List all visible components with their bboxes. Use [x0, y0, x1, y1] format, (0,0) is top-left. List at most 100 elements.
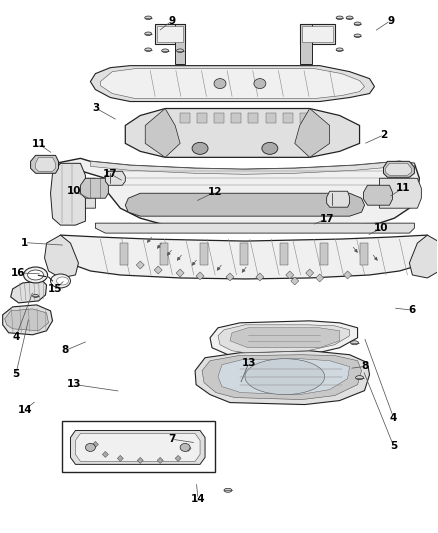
- Polygon shape: [180, 114, 190, 124]
- Polygon shape: [300, 114, 310, 124]
- Polygon shape: [265, 114, 276, 124]
- Text: 8: 8: [62, 345, 69, 356]
- Ellipse shape: [356, 376, 364, 379]
- Polygon shape: [202, 355, 361, 400]
- Polygon shape: [136, 261, 144, 269]
- Polygon shape: [316, 274, 324, 282]
- Polygon shape: [214, 114, 224, 124]
- Text: 5: 5: [12, 369, 20, 379]
- Polygon shape: [125, 193, 364, 216]
- Ellipse shape: [262, 142, 278, 155]
- Polygon shape: [175, 455, 181, 462]
- Polygon shape: [90, 66, 374, 101]
- Text: 10: 10: [374, 223, 389, 233]
- Polygon shape: [75, 433, 200, 462]
- Polygon shape: [327, 191, 350, 207]
- Polygon shape: [102, 451, 108, 457]
- Polygon shape: [384, 161, 414, 177]
- Ellipse shape: [224, 488, 232, 492]
- Polygon shape: [379, 178, 421, 208]
- Text: 5: 5: [390, 441, 397, 451]
- Polygon shape: [117, 455, 124, 462]
- Polygon shape: [57, 235, 431, 279]
- Ellipse shape: [50, 274, 71, 288]
- Polygon shape: [364, 185, 392, 205]
- Polygon shape: [185, 446, 191, 451]
- Polygon shape: [56, 158, 419, 227]
- Ellipse shape: [192, 142, 208, 155]
- Text: 12: 12: [207, 187, 222, 197]
- Polygon shape: [63, 421, 215, 472]
- Polygon shape: [5, 309, 49, 331]
- Polygon shape: [286, 271, 294, 279]
- Polygon shape: [291, 277, 299, 285]
- Text: 2: 2: [381, 130, 388, 140]
- Ellipse shape: [180, 443, 190, 451]
- Text: 14: 14: [191, 494, 205, 504]
- Polygon shape: [210, 321, 357, 358]
- Text: 1: 1: [21, 238, 28, 248]
- Polygon shape: [197, 114, 207, 124]
- Text: 6: 6: [408, 305, 416, 315]
- Text: 9: 9: [169, 15, 176, 26]
- Ellipse shape: [85, 443, 95, 451]
- Polygon shape: [157, 457, 163, 463]
- Text: 16: 16: [11, 268, 25, 278]
- Ellipse shape: [32, 294, 39, 297]
- Polygon shape: [157, 26, 183, 42]
- Polygon shape: [410, 235, 438, 278]
- Ellipse shape: [346, 16, 353, 20]
- Polygon shape: [45, 235, 78, 278]
- Text: 8: 8: [362, 361, 369, 372]
- Polygon shape: [154, 266, 162, 274]
- Ellipse shape: [162, 49, 169, 52]
- Polygon shape: [81, 178, 108, 198]
- Polygon shape: [155, 24, 185, 44]
- Polygon shape: [176, 269, 184, 277]
- Polygon shape: [31, 155, 59, 173]
- Ellipse shape: [145, 32, 152, 36]
- Polygon shape: [343, 271, 352, 279]
- Ellipse shape: [177, 49, 184, 52]
- Polygon shape: [280, 243, 288, 265]
- Polygon shape: [248, 114, 258, 124]
- Ellipse shape: [254, 78, 266, 88]
- Polygon shape: [35, 157, 56, 171]
- Text: 17: 17: [102, 168, 117, 179]
- Ellipse shape: [28, 270, 43, 280]
- Polygon shape: [95, 223, 414, 233]
- Text: 4: 4: [12, 332, 20, 342]
- Ellipse shape: [354, 22, 361, 26]
- Ellipse shape: [24, 267, 48, 283]
- Polygon shape: [218, 359, 350, 394]
- Polygon shape: [231, 114, 241, 124]
- Polygon shape: [11, 281, 46, 303]
- Polygon shape: [320, 243, 328, 265]
- Text: 17: 17: [320, 214, 335, 224]
- Polygon shape: [145, 109, 180, 157]
- Polygon shape: [3, 305, 53, 335]
- Text: 9: 9: [387, 15, 394, 26]
- Text: 13: 13: [67, 379, 81, 390]
- Polygon shape: [71, 431, 205, 464]
- Text: 10: 10: [67, 186, 81, 196]
- Text: 13: 13: [241, 358, 256, 368]
- Polygon shape: [175, 24, 185, 63]
- Text: 15: 15: [48, 284, 63, 294]
- Ellipse shape: [350, 341, 359, 345]
- Polygon shape: [306, 269, 314, 277]
- Polygon shape: [106, 171, 125, 185]
- Polygon shape: [300, 24, 335, 44]
- Text: 4: 4: [390, 413, 397, 423]
- Polygon shape: [160, 243, 168, 265]
- Polygon shape: [300, 24, 312, 63]
- Polygon shape: [230, 328, 339, 348]
- Polygon shape: [256, 273, 264, 281]
- Polygon shape: [295, 109, 330, 157]
- Text: 11: 11: [32, 139, 46, 149]
- Polygon shape: [90, 161, 414, 174]
- Ellipse shape: [214, 78, 226, 88]
- Ellipse shape: [245, 359, 325, 394]
- Polygon shape: [360, 243, 367, 265]
- Polygon shape: [92, 441, 99, 447]
